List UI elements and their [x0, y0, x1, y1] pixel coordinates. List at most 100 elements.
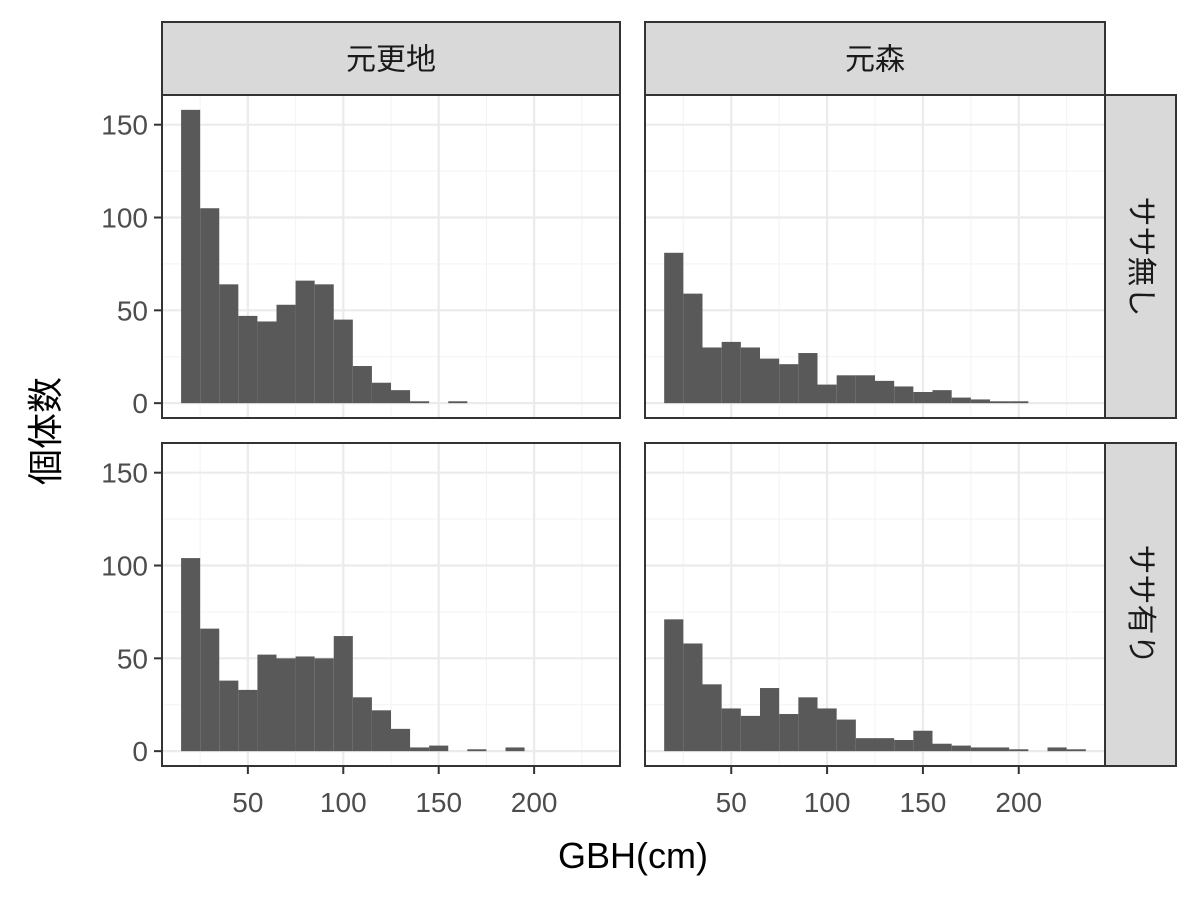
x-tick-label: 150 [415, 787, 462, 818]
panel-0-0 [161, 94, 621, 419]
bar [760, 688, 780, 752]
bar [505, 747, 525, 752]
y-tick-label: 0 [132, 388, 148, 419]
x-tick-label: 50 [232, 787, 263, 818]
bar [932, 743, 952, 752]
x-tick-label: 100 [804, 787, 851, 818]
row-strip-label: ササ有り [1123, 545, 1158, 665]
bar [683, 643, 703, 752]
bar [721, 708, 741, 752]
bar [429, 745, 449, 752]
bar [836, 719, 856, 752]
bar [333, 636, 353, 752]
bar [1009, 749, 1029, 752]
bar [352, 697, 372, 752]
axes-layer: 0 50 100 150 0 50 100 150 50 100 150 200 50 100 150 200 [101, 110, 1042, 818]
x-axis-title: GBH(cm) [558, 835, 708, 876]
bar [913, 392, 933, 404]
bar [875, 738, 895, 752]
bar [200, 208, 220, 404]
bar [467, 749, 487, 752]
bar [257, 654, 277, 752]
y-tick-label: 150 [101, 110, 148, 141]
panel-0-1 [161, 442, 621, 767]
bar [798, 353, 818, 404]
col-strip-label: 元森 [845, 43, 905, 78]
bar [721, 341, 741, 404]
panels-layer [161, 94, 1106, 767]
bar [664, 252, 684, 404]
bar [740, 715, 760, 752]
bar [970, 399, 990, 404]
bar [990, 747, 1010, 752]
row-strip-0 [1104, 94, 1177, 419]
bar [276, 304, 296, 404]
x-tick-label: 100 [320, 787, 367, 818]
bar [200, 628, 220, 752]
col-strip-0 [161, 21, 621, 96]
y-tick-label: 50 [117, 643, 148, 674]
bar [683, 293, 703, 404]
bar [1066, 749, 1086, 752]
bar [855, 375, 875, 404]
panel-1-0 [644, 94, 1106, 419]
bar [371, 710, 391, 752]
bar [1047, 747, 1067, 752]
bar [990, 401, 1010, 404]
bar [1009, 401, 1029, 404]
bar [779, 364, 799, 404]
bar [371, 382, 391, 404]
bar [314, 658, 334, 752]
bar [333, 319, 353, 404]
bar [181, 109, 201, 404]
bar [410, 747, 430, 752]
x-tick-label: 200 [995, 787, 1042, 818]
y-axis-title: 個体数 [26, 377, 67, 485]
bar [295, 280, 315, 404]
y-tick-label: 100 [101, 551, 148, 582]
y-tick-label: 50 [117, 295, 148, 326]
bar [410, 401, 430, 404]
bar [664, 619, 684, 752]
bar [798, 697, 818, 752]
bar [855, 738, 875, 752]
bar [219, 680, 239, 752]
bar [970, 747, 990, 752]
bar [817, 384, 837, 404]
col-strip-label: 元更地 [346, 43, 436, 78]
panel-border [161, 442, 621, 767]
y-tick-label: 100 [101, 203, 148, 234]
x-tick-label: 150 [900, 787, 947, 818]
bar [391, 728, 411, 752]
bar [295, 656, 315, 752]
bar [181, 558, 201, 752]
row-strip-1 [1104, 442, 1177, 767]
bar [913, 730, 933, 752]
bar [352, 366, 372, 404]
bar [817, 708, 837, 752]
bar [894, 740, 914, 752]
bar [702, 347, 722, 404]
y-tick-label: 0 [132, 736, 148, 767]
bar [740, 347, 760, 404]
y-tick-label: 150 [101, 458, 148, 489]
bar [314, 284, 334, 404]
bar [894, 386, 914, 404]
bar [875, 380, 895, 404]
bar [257, 321, 277, 404]
bar [760, 358, 780, 404]
col-strip-1 [644, 21, 1106, 96]
panel-1-1 [644, 442, 1106, 767]
bar [219, 284, 239, 404]
bar [238, 315, 258, 404]
bar [702, 684, 722, 752]
bar [779, 714, 799, 752]
bar [932, 390, 952, 404]
bar [951, 397, 971, 404]
bar [836, 375, 856, 404]
bar [391, 390, 411, 404]
row-strip-label: ササ無し [1123, 197, 1158, 317]
bar [448, 401, 468, 404]
